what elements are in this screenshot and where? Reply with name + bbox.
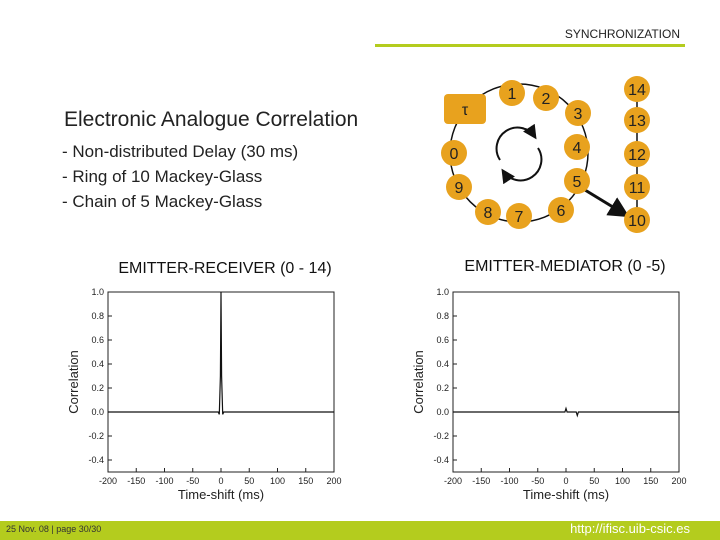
x-axis-label: Time-shift (ms) bbox=[178, 487, 264, 502]
right-chart-title: EMITTER-MEDIATOR (0 -5) bbox=[464, 258, 666, 275]
ring-node-label: 0 bbox=[450, 146, 459, 163]
bullet-item: - Chain of 5 Mackey-Glass bbox=[62, 192, 263, 211]
chain-node-label: 13 bbox=[628, 113, 646, 130]
y-tick-label: 0.2 bbox=[436, 383, 449, 393]
correlation-line bbox=[108, 291, 334, 415]
chain-node-label: 10 bbox=[628, 213, 646, 230]
y-tick-label: 0.6 bbox=[436, 335, 449, 345]
y-tick-label: 0.8 bbox=[436, 311, 449, 321]
section-label: SYNCHRONIZATION bbox=[564, 27, 680, 41]
x-tick-label: -100 bbox=[155, 476, 173, 486]
ring-node-label: 1 bbox=[508, 86, 517, 103]
delay-label: τ bbox=[462, 102, 469, 119]
y-tick-label: 0.4 bbox=[91, 359, 104, 369]
left-chart-title: EMITTER-RECEIVER (0 - 14) bbox=[118, 260, 332, 277]
y-tick-label: 1.0 bbox=[91, 287, 104, 297]
ring-node-label: 9 bbox=[455, 180, 464, 197]
ring-node-label: 8 bbox=[484, 205, 493, 222]
y-tick-label: 0.0 bbox=[436, 407, 449, 417]
y-tick-label: 0.4 bbox=[436, 359, 449, 369]
ring-node-label: 2 bbox=[542, 91, 551, 108]
rotation-arrow bbox=[501, 147, 543, 185]
ring-node bbox=[564, 168, 590, 194]
footer-page-info: 25 Nov. 08 | page 30/30 bbox=[6, 524, 102, 534]
x-tick-label: 100 bbox=[615, 476, 630, 486]
chain-node-label: 11 bbox=[629, 180, 646, 197]
x-tick-label: 200 bbox=[326, 476, 341, 486]
coupling-arrow bbox=[584, 188, 630, 218]
x-tick-label: 50 bbox=[589, 476, 599, 486]
correlation-line bbox=[453, 406, 679, 418]
x-axis-label: Time-shift (ms) bbox=[523, 487, 609, 502]
x-tick-label: -50 bbox=[186, 476, 199, 486]
y-tick-label: 0.6 bbox=[91, 335, 104, 345]
x-tick-label: 150 bbox=[643, 476, 658, 486]
y-tick-label: 1.0 bbox=[436, 287, 449, 297]
x-tick-label: -150 bbox=[472, 476, 490, 486]
ring-node bbox=[548, 197, 574, 223]
x-tick-label: 0 bbox=[563, 476, 568, 486]
y-tick-label: -0.2 bbox=[88, 431, 104, 441]
footer-bar bbox=[0, 521, 720, 540]
x-tick-label: 150 bbox=[298, 476, 313, 486]
ring-nodes: 0 1 2 3 4 56 7 8 9 bbox=[441, 80, 591, 229]
accent-line bbox=[375, 44, 685, 47]
x-tick-label: -200 bbox=[99, 476, 117, 486]
chain-node-label: 12 bbox=[628, 147, 646, 164]
ring-node bbox=[446, 174, 472, 200]
ring-node bbox=[533, 85, 559, 111]
bullet-item: - Non-distributed Delay (30 ms) bbox=[62, 142, 299, 161]
ring-node bbox=[565, 100, 591, 126]
bullet-list: - Non-distributed Delay (30 ms) - Ring o… bbox=[62, 139, 298, 214]
ring-node bbox=[506, 203, 532, 229]
y-axis-label: Correlation bbox=[411, 350, 426, 414]
ring-node bbox=[499, 80, 525, 106]
rotation-arrow bbox=[495, 123, 537, 161]
y-tick-label: 0.8 bbox=[91, 311, 104, 321]
y-tick-label: -0.4 bbox=[88, 455, 104, 465]
x-tick-label: 200 bbox=[671, 476, 686, 486]
chain-node bbox=[624, 107, 650, 133]
ring-node bbox=[564, 134, 590, 160]
left-correlation-chart: 1.0 0.8 0.6 0.4 0.2 0.0 -0.2 -0.4 -200 -150 -100 -5… bbox=[66, 287, 342, 502]
right-correlation-chart: 1.0 0.8 0.6 0.4 0.2 0.0 -0.2 -0.4 -200 -150 -100 -5… bbox=[411, 287, 687, 502]
y-tick-label: 0.0 bbox=[91, 407, 104, 417]
bullet-item: - Ring of 10 Mackey-Glass bbox=[62, 167, 263, 186]
chain-node bbox=[624, 207, 650, 233]
chain-node bbox=[624, 76, 650, 102]
chain-node-label: 14 bbox=[628, 82, 646, 99]
x-tick-label: -100 bbox=[500, 476, 518, 486]
ring-node-label: 7 bbox=[515, 209, 524, 226]
y-tick-label: -0.4 bbox=[433, 455, 449, 465]
ring-node bbox=[475, 199, 501, 225]
chain-node bbox=[624, 141, 650, 167]
x-tick-label: 50 bbox=[244, 476, 254, 486]
y-tick-label: 0.2 bbox=[91, 383, 104, 393]
ring-node-label: 4 bbox=[573, 140, 582, 157]
x-tick-label: -50 bbox=[531, 476, 544, 486]
plot-frame bbox=[452, 291, 680, 473]
chain-nodes: 14 13 12 11 10 bbox=[624, 76, 650, 233]
x-tick-label: 0 bbox=[218, 476, 223, 486]
x-tick-label: 100 bbox=[270, 476, 285, 486]
chain-node bbox=[624, 174, 650, 200]
ring-node-label: 3 bbox=[574, 106, 583, 123]
footer-url[interactable]: http://ifisc.uib-csic.es bbox=[570, 521, 690, 536]
slide-title: Electronic Analogue Correlation bbox=[64, 108, 359, 131]
ring-node-label: 6 bbox=[557, 203, 566, 220]
x-tick-label: -150 bbox=[127, 476, 145, 486]
delay-box bbox=[444, 94, 486, 124]
x-tick-label: -200 bbox=[444, 476, 462, 486]
y-axis-label: Correlation bbox=[66, 350, 81, 414]
ring-node bbox=[441, 140, 467, 166]
y-tick-label: -0.2 bbox=[433, 431, 449, 441]
ring-node-label: 5 bbox=[573, 174, 582, 191]
